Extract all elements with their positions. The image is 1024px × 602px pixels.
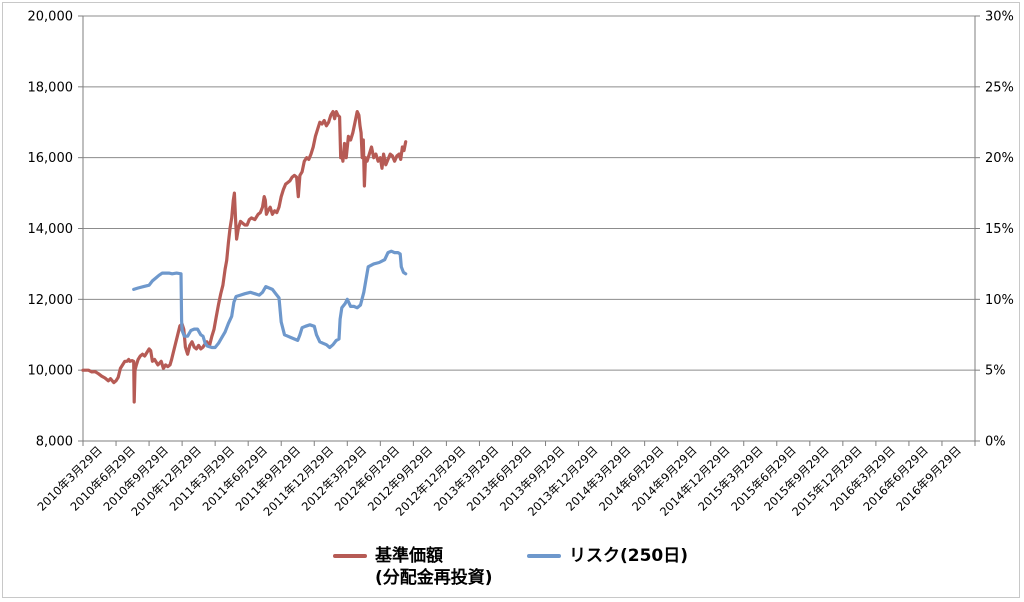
axes — [78, 15, 980, 446]
y-right-tick-label: 30% — [985, 10, 1014, 25]
y-left-tick-label: 16,000 — [28, 151, 74, 166]
y-left-tick-label: 20,000 — [28, 10, 74, 25]
y-right-tick-label: 15% — [985, 222, 1014, 237]
y-right-tick-label: 20% — [985, 151, 1014, 166]
left-y-axis-ticks: 8,000 10,000 12,000 14,000 16,000 18,000 20,00… — [28, 10, 74, 450]
risk-series-line — [132, 249, 408, 350]
x-axis-ticks: 2010年3月29日2010年6月29日2010年9月29日2010年12月29… — [34, 443, 963, 519]
y-left-tick-label: 12,000 — [28, 293, 74, 308]
y-right-tick-label: 10% — [985, 293, 1014, 308]
y-left-tick-label: 8,000 — [36, 435, 73, 450]
legend-swatch-risk — [527, 554, 561, 558]
y-left-tick-label: 14,000 — [28, 222, 74, 237]
legend-swatch-price — [333, 554, 367, 558]
legend-label-risk: リスク(250日) — [569, 546, 689, 566]
gridlines — [83, 15, 975, 371]
legend-label-line: (分配金再投資) — [375, 568, 493, 588]
y-right-tick-label: 5% — [985, 364, 1006, 379]
y-right-tick-label: 25% — [985, 80, 1014, 95]
legend-label-price: 基準価額 (分配金再投資) — [375, 545, 493, 589]
y-left-tick-label: 10,000 — [28, 364, 74, 379]
y-right-tick-label: 0% — [985, 435, 1006, 450]
series-lines — [81, 110, 408, 404]
price-series-line — [81, 110, 408, 404]
right-y-axis-ticks: 0% 5% 10% 15% 20% 25% 30% — [985, 10, 1014, 450]
y-left-tick-label: 18,000 — [28, 80, 74, 95]
legend-label-line: 基準価額 — [375, 546, 443, 566]
